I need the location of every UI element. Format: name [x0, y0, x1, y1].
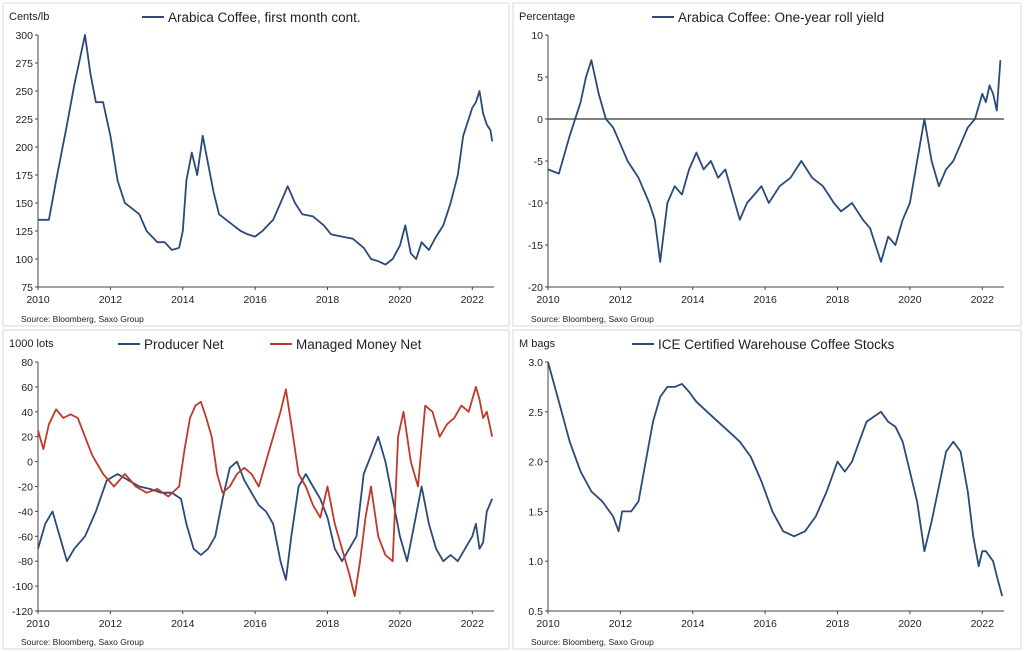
- x-tick-label: 2016: [753, 294, 777, 306]
- y-tick-label: 75: [21, 282, 33, 294]
- legend-label: Arabica Coffee: One-year roll yield: [678, 10, 884, 25]
- y-tick-label: 3.0: [528, 357, 543, 369]
- x-tick-label: 2022: [461, 294, 485, 306]
- chart-panel-1: 75 100 125 150 175 200 225 250 275 300 2010 2012 201…: [2, 2, 510, 327]
- x-tick-label: 2018: [316, 618, 340, 630]
- y-tick-label: -20: [528, 282, 543, 294]
- y-axis-label: M bags: [519, 338, 556, 350]
- x-tick-label: 2022: [971, 294, 995, 306]
- x-tick-label: 2012: [99, 294, 123, 306]
- x-tick-label: 2012: [609, 618, 633, 630]
- chart-panel-4: 0.5 1.0 1.5 2.0 2.5 3.0 2010 2012 2014 2016 2018 20…: [512, 329, 1022, 650]
- y-tick-label: 20: [21, 432, 33, 444]
- y-tick-label: -80: [18, 556, 33, 568]
- x-tick-label: 2014: [681, 294, 705, 306]
- y-tick-label: 275: [15, 58, 33, 70]
- y-tick-label: 80: [21, 357, 33, 369]
- x-tick-label: 2012: [99, 618, 123, 630]
- y-tick-label: 40: [21, 407, 33, 419]
- x-tick-label: 2014: [171, 294, 195, 306]
- y-tick-label: -5: [534, 156, 543, 168]
- source-note: Source: Bloomberg, Saxo Group: [21, 314, 144, 324]
- y-tick-label: 175: [15, 170, 33, 182]
- x-tick-label: 2014: [171, 618, 195, 630]
- series-line-ice-certified-warehouse-coffee-stocks: [547, 361, 1004, 597]
- y-axis-label: Percentage: [519, 11, 575, 23]
- y-tick-label: -100: [12, 581, 33, 593]
- y-tick-label: -40: [18, 506, 33, 518]
- x-tick-label: 2018: [826, 294, 850, 306]
- x-tick-label: 2010: [536, 294, 560, 306]
- y-tick-label: -120: [12, 606, 33, 618]
- chart-panel-2: -20 -15 -10 -5 0 5 10 2010 2012 2014 2016 2018 2020 2…: [512, 2, 1022, 327]
- x-tick-label: 2014: [681, 618, 705, 630]
- panel-frame: [2, 329, 510, 650]
- x-tick-label: 2012: [609, 294, 633, 306]
- y-tick-label: 10: [531, 30, 543, 42]
- x-tick-label: 2018: [316, 294, 340, 306]
- legend-label: Arabica Coffee, first month cont.: [168, 10, 361, 25]
- y-tick-label: 1.0: [528, 556, 543, 568]
- y-axis-label: Cents/lb: [9, 11, 49, 23]
- panel-frame: [512, 329, 1022, 650]
- y-tick-label: -60: [18, 531, 33, 543]
- y-tick-label: 250: [15, 86, 33, 98]
- x-tick-label: 2010: [26, 618, 50, 630]
- y-tick-label: 125: [15, 226, 33, 238]
- y-tick-label: -10: [528, 198, 543, 210]
- chart-panel-3: -120 -100 -80 -60 -40 -20 0 20 40 60 80 2010 2012 201…: [2, 329, 510, 650]
- y-tick-label: 150: [15, 198, 33, 210]
- y-tick-label: 2.0: [528, 457, 543, 469]
- panel-frame: [512, 2, 1022, 327]
- y-tick-label: -15: [528, 240, 543, 252]
- y-tick-label: 1.5: [528, 506, 543, 518]
- series-line-arabica-coffee-one-year-roll-yield: [547, 59, 1002, 263]
- x-tick-label: 2016: [243, 618, 267, 630]
- source-note: Source: Bloomberg, Saxo Group: [21, 637, 144, 647]
- y-tick-label: 2.5: [528, 407, 543, 419]
- y-tick-label: 5: [537, 72, 543, 84]
- x-tick-label: 2010: [26, 294, 50, 306]
- source-note: Source: Bloomberg, Saxo Group: [531, 314, 654, 324]
- x-tick-label: 2020: [388, 618, 412, 630]
- y-tick-label: 0.5: [528, 606, 543, 618]
- legend-label: Producer Net: [144, 337, 224, 352]
- x-tick-label: 2018: [826, 618, 850, 630]
- y-tick-label: 100: [15, 254, 33, 266]
- y-tick-label: 300: [15, 30, 33, 42]
- x-tick-label: 2010: [536, 618, 560, 630]
- y-tick-label: 60: [21, 382, 33, 394]
- series-line-arabica-coffee-first-month-cont: [38, 34, 494, 266]
- y-tick-label: 200: [15, 142, 33, 154]
- x-tick-label: 2020: [388, 294, 412, 306]
- source-note: Source: Bloomberg, Saxo Group: [531, 637, 654, 647]
- x-tick-label: 2022: [971, 618, 995, 630]
- legend-label: Managed Money Net: [296, 337, 422, 352]
- y-tick-label: -20: [18, 482, 33, 494]
- y-tick-label: 0: [27, 457, 33, 469]
- x-tick-label: 2016: [243, 294, 267, 306]
- y-tick-label: 0: [537, 114, 543, 126]
- x-tick-label: 2016: [753, 618, 777, 630]
- y-axis-label: 1000 lots: [9, 338, 54, 350]
- y-tick-label: 225: [15, 114, 33, 126]
- panel-frame: [2, 2, 510, 327]
- x-tick-label: 2020: [898, 618, 922, 630]
- x-tick-label: 2020: [898, 294, 922, 306]
- x-tick-label: 2022: [461, 618, 485, 630]
- legend-label: ICE Certified Warehouse Coffee Stocks: [658, 337, 895, 352]
- series-line-managed-money-net: [37, 385, 494, 597]
